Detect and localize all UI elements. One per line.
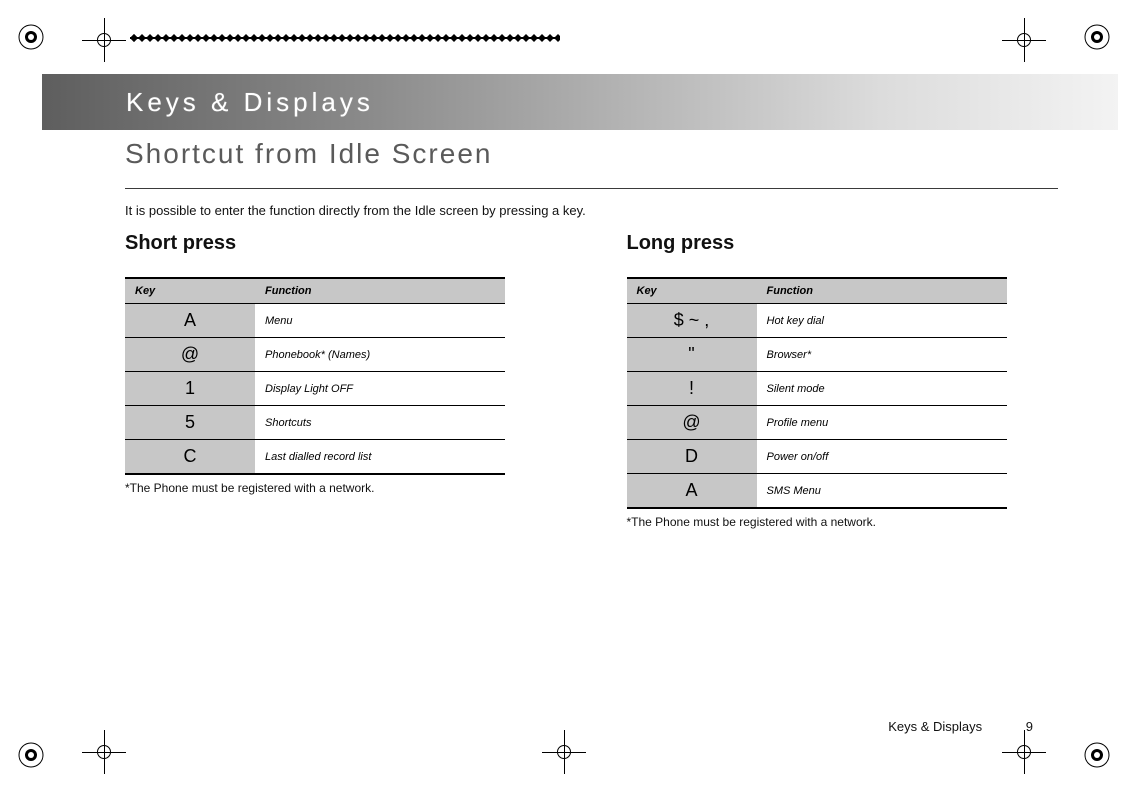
content-area: Shortcut from Idle Screen It is possible… <box>125 138 1058 529</box>
table-row: DPower on/off <box>627 440 1007 474</box>
footer-chapter: Keys & Displays <box>888 719 982 734</box>
short-press-column: Short press Key Function AMenu @Phoneboo… <box>125 232 557 529</box>
table-header-key: Key <box>125 278 255 304</box>
fn-cell: SMS Menu <box>757 474 1007 509</box>
short-press-footnote: *The Phone must be registered with a net… <box>125 481 557 495</box>
table-header-fn: Function <box>255 278 505 304</box>
crosshair-icon <box>82 18 126 62</box>
fn-cell: Hot key dial <box>757 304 1007 338</box>
key-cell: D <box>627 440 757 474</box>
crosshair-icon <box>1002 730 1046 774</box>
table-row: $ ~ ,Hot key dial <box>627 304 1007 338</box>
fn-cell: Shortcuts <box>255 406 505 440</box>
short-press-table: Key Function AMenu @Phonebook* (Names) 1… <box>125 277 505 475</box>
table-header-fn: Function <box>757 278 1007 304</box>
registration-mark-icon <box>14 738 48 772</box>
table-row: ASMS Menu <box>627 474 1007 509</box>
short-press-heading: Short press <box>125 232 557 255</box>
section-rule <box>125 188 1058 189</box>
table-header-key: Key <box>627 278 757 304</box>
table-row: !Silent mode <box>627 372 1007 406</box>
fn-cell: Phonebook* (Names) <box>255 338 505 372</box>
key-cell: C <box>125 440 255 475</box>
key-cell: 1 <box>125 372 255 406</box>
key-cell: A <box>627 474 757 509</box>
long-press-heading: Long press <box>627 232 1059 255</box>
table-row: 1Display Light OFF <box>125 372 505 406</box>
table-row: "Browser* <box>627 338 1007 372</box>
table-row: @Phonebook* (Names) <box>125 338 505 372</box>
table-row: AMenu <box>125 304 505 338</box>
fn-cell: Display Light OFF <box>255 372 505 406</box>
registration-mark-icon <box>1080 20 1114 54</box>
columns: Short press Key Function AMenu @Phoneboo… <box>125 232 1058 529</box>
key-cell: 5 <box>125 406 255 440</box>
section-title: Shortcut from Idle Screen <box>125 138 1058 170</box>
intro-text: It is possible to enter the function dir… <box>125 203 1058 218</box>
registration-mark-icon <box>14 20 48 54</box>
fn-cell: Browser* <box>757 338 1007 372</box>
long-press-footnote: *The Phone must be registered with a net… <box>627 515 1059 529</box>
chapter-header-bar: Keys & Displays <box>42 74 1118 130</box>
crosshair-icon <box>1002 18 1046 62</box>
fn-cell: Last dialled record list <box>255 440 505 475</box>
diamond-strip-icon <box>130 33 560 43</box>
crosshair-icon <box>542 730 586 774</box>
long-press-column: Long press Key Function $ ~ ,Hot key dia… <box>627 232 1059 529</box>
crosshair-icon <box>82 730 126 774</box>
key-cell: @ <box>125 338 255 372</box>
fn-cell: Profile menu <box>757 406 1007 440</box>
table-row: CLast dialled record list <box>125 440 505 475</box>
fn-cell: Power on/off <box>757 440 1007 474</box>
page-footer: Keys & Displays 9 <box>888 719 1033 734</box>
chapter-title: Keys & Displays <box>126 87 374 118</box>
long-press-table: Key Function $ ~ ,Hot key dial "Browser*… <box>627 277 1007 509</box>
key-cell: A <box>125 304 255 338</box>
key-cell: $ ~ , <box>627 304 757 338</box>
page-number: 9 <box>1026 719 1033 734</box>
fn-cell: Menu <box>255 304 505 338</box>
registration-mark-icon <box>1080 738 1114 772</box>
page: Keys & Displays Shortcut from Idle Scree… <box>0 0 1128 792</box>
key-cell: ! <box>627 372 757 406</box>
fn-cell: Silent mode <box>757 372 1007 406</box>
table-row: 5Shortcuts <box>125 406 505 440</box>
table-row: @Profile menu <box>627 406 1007 440</box>
key-cell: @ <box>627 406 757 440</box>
key-cell: " <box>627 338 757 372</box>
